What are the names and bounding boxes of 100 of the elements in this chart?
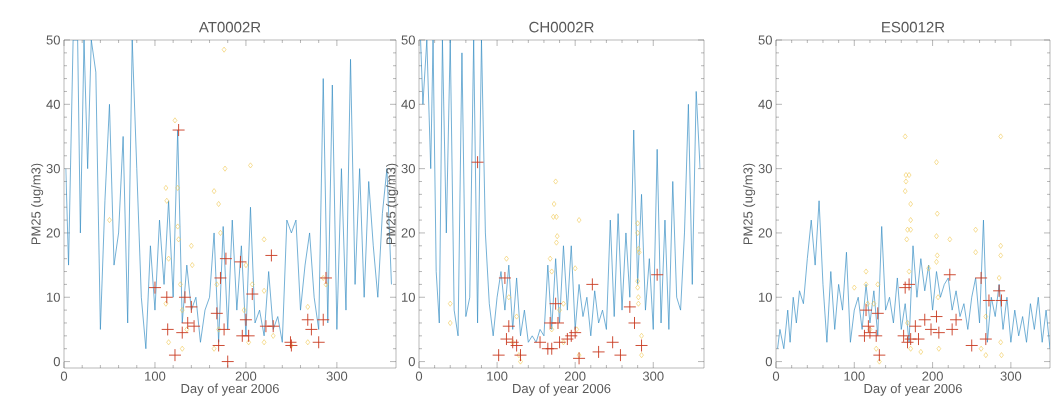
point <box>865 300 870 307</box>
point <box>163 185 169 191</box>
point <box>175 185 180 191</box>
line-series <box>777 200 1051 350</box>
point <box>284 335 297 349</box>
point <box>221 355 235 369</box>
point <box>905 320 910 326</box>
point <box>572 351 586 365</box>
x-tick-label: 100 <box>145 371 166 381</box>
point <box>189 242 194 249</box>
point <box>918 313 932 327</box>
point <box>965 339 979 352</box>
point <box>932 326 946 340</box>
point <box>635 220 640 227</box>
point <box>549 268 554 275</box>
point <box>447 300 453 307</box>
point <box>934 258 939 265</box>
point <box>979 332 993 346</box>
x-tick-label: 100 <box>487 371 508 381</box>
point <box>547 255 553 262</box>
point <box>178 290 192 304</box>
y-tick-label: 30 <box>758 164 772 174</box>
point <box>471 155 485 169</box>
point <box>160 290 174 304</box>
point <box>166 255 171 262</box>
point <box>934 233 939 240</box>
point <box>221 46 227 53</box>
point <box>924 322 938 336</box>
point <box>514 313 519 320</box>
x-tick-label: 200 <box>564 371 586 381</box>
point <box>510 339 515 346</box>
point <box>908 226 913 233</box>
point <box>319 271 333 285</box>
point <box>261 287 267 294</box>
point <box>166 339 171 346</box>
point <box>261 236 267 243</box>
point <box>871 306 885 320</box>
point <box>180 307 185 314</box>
y-tick-label: 10 <box>402 292 415 302</box>
point <box>863 281 869 288</box>
point <box>561 300 566 307</box>
point <box>592 345 606 359</box>
point <box>998 252 1003 259</box>
point <box>935 252 940 259</box>
point <box>510 339 524 352</box>
point <box>242 329 256 343</box>
chart-title: AT0002R <box>198 21 261 33</box>
point <box>211 345 217 352</box>
point <box>873 345 879 352</box>
point <box>161 322 175 336</box>
point <box>639 332 644 339</box>
point <box>175 326 189 340</box>
point <box>943 268 957 282</box>
point <box>239 313 253 327</box>
point <box>947 236 953 243</box>
point <box>492 348 506 362</box>
point <box>998 339 1003 346</box>
point <box>553 335 566 349</box>
point <box>551 213 556 220</box>
point <box>305 339 311 346</box>
point <box>875 281 881 288</box>
y-tick-label: 10 <box>759 292 772 302</box>
point <box>650 268 664 282</box>
point <box>872 348 886 362</box>
y-tick-label: 30 <box>401 164 415 174</box>
point <box>906 268 912 275</box>
point <box>518 358 523 365</box>
point <box>871 300 877 307</box>
point <box>934 159 939 166</box>
point <box>999 352 1004 359</box>
y-tick-label: 30 <box>46 164 60 174</box>
point <box>576 352 582 359</box>
y-tick-label: 40 <box>758 99 772 109</box>
point <box>861 319 875 333</box>
point <box>447 320 453 326</box>
point <box>903 172 909 178</box>
point <box>250 281 255 288</box>
point <box>214 281 220 288</box>
point <box>180 345 185 352</box>
y-axis-title: PM25 (ug/m3) <box>386 163 399 245</box>
x-tick-label: 200 <box>235 371 257 381</box>
point <box>216 326 221 333</box>
point <box>212 339 226 352</box>
point <box>551 316 565 330</box>
point <box>935 210 940 217</box>
x-tick-label: 0 <box>772 371 780 381</box>
point <box>266 319 280 333</box>
y-axis-title: PM25 (ug/m3) <box>743 163 756 245</box>
point <box>246 339 251 346</box>
point <box>859 303 873 317</box>
x-axis-title: Day of year 2006 <box>181 383 279 396</box>
x-tick-label: 0 <box>415 371 423 381</box>
y-tick-label: 20 <box>46 228 60 238</box>
point <box>498 271 512 285</box>
point <box>983 352 989 359</box>
y-tick-label: 20 <box>401 228 415 238</box>
point <box>585 277 599 291</box>
point <box>973 249 978 256</box>
point <box>606 335 620 349</box>
point <box>983 313 989 320</box>
